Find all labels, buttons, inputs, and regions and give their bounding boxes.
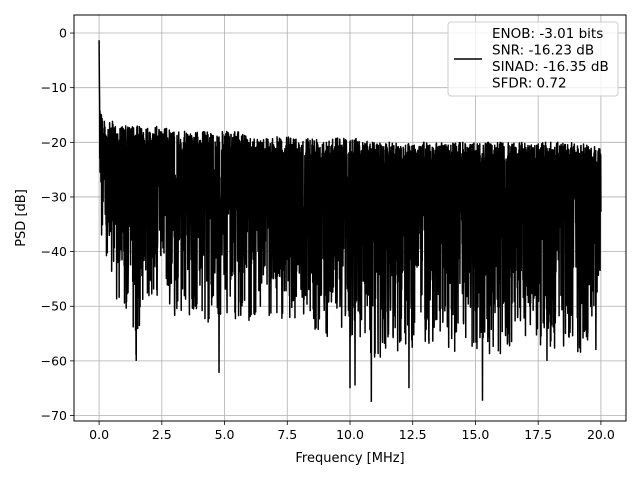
x-tick-label: 10.0 <box>336 427 364 442</box>
psd-minimum-spike <box>353 203 357 386</box>
x-tick-label: 20.0 <box>587 427 615 442</box>
psd-minimum-spike <box>135 191 138 361</box>
psd-minimum-spike <box>481 207 484 401</box>
x-tick-label: 7.5 <box>277 427 297 442</box>
psd-minimum-spike <box>217 196 221 373</box>
y-tick-label: −30 <box>41 189 67 204</box>
psd-minimum-spike <box>370 207 373 402</box>
y-tick-label: −60 <box>41 353 67 368</box>
y-tick-label: 0 <box>59 26 67 41</box>
legend-label: SINAD: -16.35 dB <box>492 59 609 75</box>
x-tick-label: 2.5 <box>152 427 172 442</box>
x-tick-label: 15.0 <box>462 427 490 442</box>
x-tick-label: 5.0 <box>215 427 235 442</box>
y-tick-label: −20 <box>41 135 67 150</box>
plot-area <box>98 40 602 402</box>
x-tick-label: 0.0 <box>89 427 109 442</box>
y-axis-title: PSD [dB] <box>14 189 29 247</box>
psd-minimum-spike <box>348 202 352 389</box>
legend-label: SNR: -16.23 dB <box>492 43 594 59</box>
y-tick-label: −70 <box>41 408 67 423</box>
psd-minimum-spike <box>594 212 598 350</box>
axes-frame <box>73 14 627 422</box>
legend-label: ENOB: -3.01 bits <box>492 26 603 42</box>
y-tick-label: −40 <box>41 244 67 259</box>
psd-minimum-spike <box>407 207 411 389</box>
x-axis-title: Frequency [MHz] <box>295 451 404 466</box>
legend-box <box>447 21 619 97</box>
psd-series-line <box>98 40 602 358</box>
x-tick-label: 17.5 <box>524 427 552 442</box>
y-tick-label: −10 <box>41 80 67 95</box>
legend-label: SFDR: 0.72 <box>492 76 567 92</box>
psd-minimum-spike <box>545 207 549 361</box>
x-tick-label: 12.5 <box>399 427 427 442</box>
y-tick-label: −50 <box>41 299 67 314</box>
